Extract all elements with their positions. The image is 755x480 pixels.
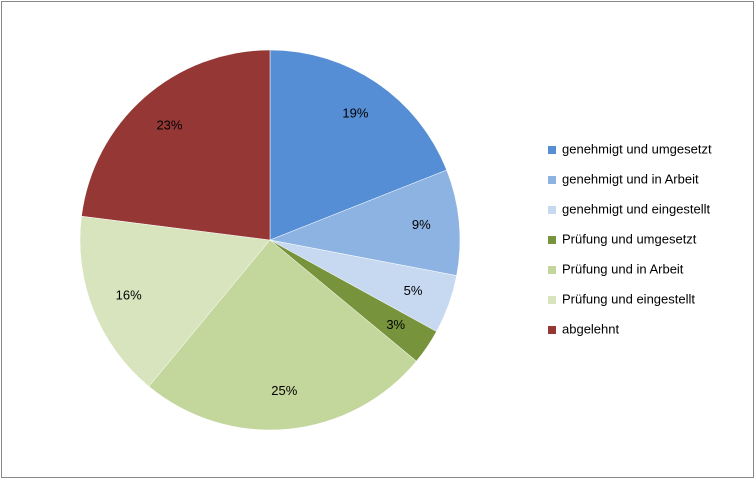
- legend-swatch: [548, 326, 556, 334]
- legend-swatch: [548, 146, 556, 154]
- legend-label: Prüfung und umgesetzt: [562, 231, 697, 246]
- slice-label: 23%: [156, 117, 182, 132]
- slice-label: 9%: [412, 217, 431, 232]
- legend-label: genehmigt und umgesetzt: [562, 141, 712, 156]
- legend-swatch: [548, 266, 556, 274]
- legend-swatch: [548, 176, 556, 184]
- legend-swatch: [548, 236, 556, 244]
- slice-label: 16%: [116, 287, 142, 302]
- slice-label: 25%: [271, 383, 297, 398]
- legend-label: genehmigt und in Arbeit: [562, 171, 699, 186]
- slice-label: 5%: [404, 283, 423, 298]
- legend-label: Prüfung und eingestellt: [562, 291, 695, 306]
- legend-label: genehmigt und eingestellt: [562, 201, 711, 216]
- pie-slice: [269, 169, 461, 276]
- slice-label: 19%: [342, 106, 368, 121]
- pie-slice: [269, 49, 447, 241]
- legend-label: Prüfung und in Arbeit: [562, 261, 684, 276]
- pie-slice: [79, 215, 271, 387]
- legend-label: abgelehnt: [562, 321, 619, 336]
- legend-swatch: [548, 296, 556, 304]
- pie-slice: [81, 49, 271, 241]
- slice-label: 3%: [386, 317, 405, 332]
- pie-slice: [148, 239, 417, 431]
- legend-swatch: [548, 206, 556, 214]
